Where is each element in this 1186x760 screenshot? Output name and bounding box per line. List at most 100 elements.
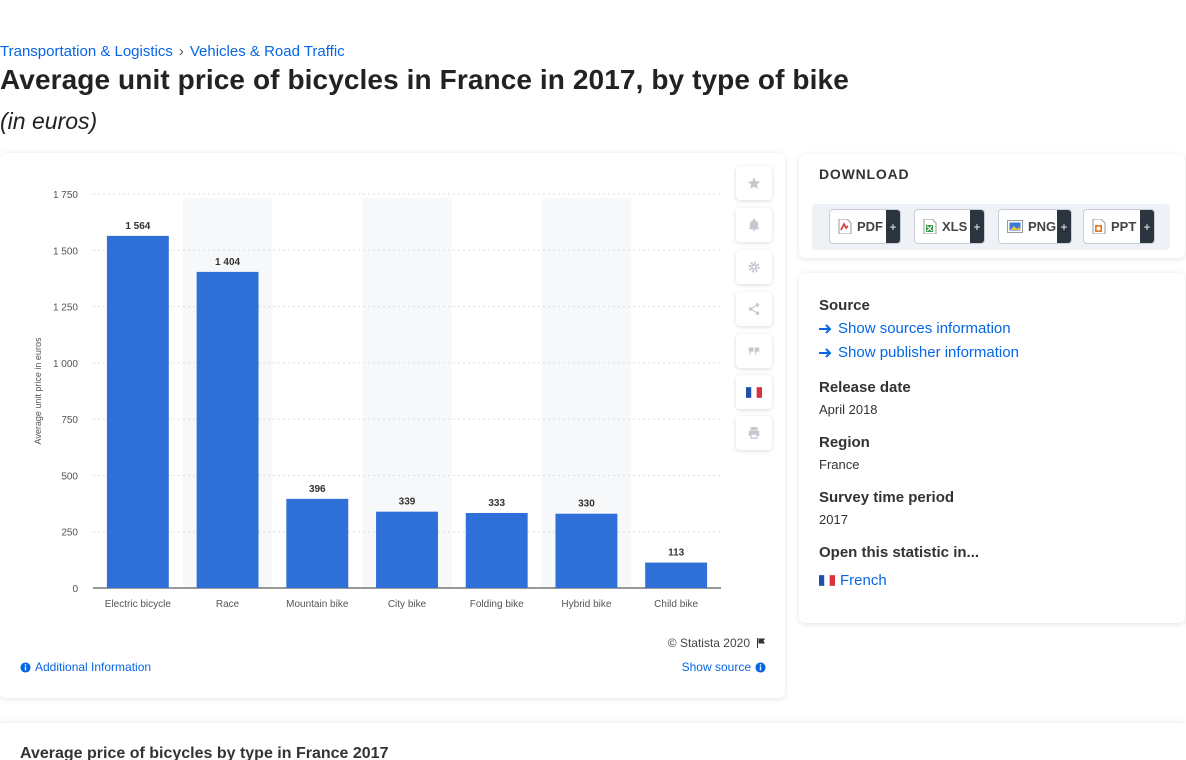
xls-file-icon: [923, 219, 937, 234]
bar: [466, 513, 528, 588]
y-tick-label: 1 250: [53, 303, 78, 314]
ppt-plus: +: [1140, 210, 1154, 243]
release-date-heading: Release date: [819, 379, 911, 396]
open-in-heading: Open this statistic in...: [819, 544, 979, 561]
region-value: France: [819, 457, 859, 472]
y-tick-label: 500: [61, 471, 78, 482]
statistic-info-card: Source Show sources information Show pub…: [799, 273, 1185, 623]
download-buttons: PDF + XLS + PNG + PPT +: [812, 204, 1170, 250]
bar: [645, 563, 707, 588]
related-section: Average price of bicycles by type in Fra…: [0, 723, 1186, 760]
open-french-link[interactable]: French: [819, 572, 887, 589]
bar-chart: 0 250 500 750 1 000 1 250 1 500 1 750 Average un…: [0, 153, 730, 623]
download-title: DOWNLOAD: [819, 166, 909, 182]
breadcrumb-link-vehicles[interactable]: Vehicles & Road Traffic: [190, 43, 345, 60]
info-icon: [755, 662, 766, 673]
credit-text: © Statista 2020: [668, 636, 750, 650]
data-label: 1 564: [125, 221, 150, 232]
show-sources-label: Show sources information: [838, 320, 1011, 337]
bar: [197, 272, 259, 588]
print-icon: [747, 426, 761, 440]
data-label: 333: [488, 498, 505, 509]
download-card: DOWNLOAD PDF + XLS + PNG + PPT +: [799, 154, 1185, 258]
y-tick-label: 1 500: [53, 246, 78, 257]
download-xls-button[interactable]: XLS +: [914, 209, 985, 244]
data-label: 330: [578, 499, 595, 510]
download-png-button[interactable]: PNG +: [998, 209, 1072, 244]
ppt-file-icon: [1092, 219, 1106, 234]
star-icon: [747, 176, 761, 190]
region-heading: Region: [819, 434, 870, 451]
data-label: 339: [399, 497, 416, 508]
x-tick-label: Race: [216, 599, 240, 610]
share-button[interactable]: [736, 292, 772, 326]
breadcrumb-separator: ›: [179, 43, 184, 60]
cite-button[interactable]: [736, 334, 772, 368]
show-publisher-link[interactable]: Show publisher information: [819, 344, 1019, 361]
open-french-label: French: [840, 572, 887, 589]
quote-icon: [747, 344, 761, 358]
x-tick-label: Electric bicycle: [105, 599, 172, 610]
pdf-label: PDF: [857, 219, 883, 234]
bell-icon: [747, 218, 761, 232]
bar: [107, 236, 169, 588]
bar: [286, 499, 348, 588]
data-label: 113: [668, 548, 685, 559]
info-icon: [20, 662, 31, 673]
y-tick-label: 0: [72, 584, 78, 595]
pdf-plus: +: [886, 210, 900, 243]
survey-period-value: 2017: [819, 512, 848, 527]
bar: [376, 512, 438, 588]
additional-info-link[interactable]: Additional Information: [20, 660, 151, 674]
ppt-label: PPT: [1111, 219, 1136, 234]
breadcrumb: Transportation & Logistics › Vehicles & Ro…: [0, 43, 345, 60]
xls-label: XLS: [942, 219, 967, 234]
download-pdf-button[interactable]: PDF +: [829, 209, 901, 244]
data-label: 396: [309, 484, 326, 495]
notification-button[interactable]: [736, 208, 772, 242]
x-tick-label: Hybrid bike: [561, 599, 611, 610]
flag-icon[interactable]: [755, 637, 767, 649]
y-axis-label: Average unit price in euros: [33, 337, 43, 444]
favorite-button[interactable]: [736, 166, 772, 200]
survey-period-heading: Survey time period: [819, 489, 954, 506]
y-tick-label: 1 750: [53, 190, 78, 201]
x-tick-label: Folding bike: [470, 599, 524, 610]
data-label: 1 404: [215, 257, 240, 268]
x-tick-label: Child bike: [654, 599, 698, 610]
pdf-file-icon: [838, 219, 852, 234]
source-heading: Source: [819, 297, 870, 314]
page-subtitle: (in euros): [0, 108, 97, 135]
release-date-value: April 2018: [819, 402, 878, 417]
statista-credit: © Statista 2020: [668, 636, 767, 650]
gear-icon: [747, 260, 761, 274]
png-label: PNG: [1028, 219, 1056, 234]
y-tick-label: 1 000: [53, 359, 78, 370]
xls-plus: +: [970, 210, 984, 243]
french-flag-icon: [819, 575, 835, 586]
download-ppt-button[interactable]: PPT +: [1083, 209, 1155, 244]
arrow-right-icon: [819, 324, 833, 334]
y-tick-label: 750: [61, 415, 78, 426]
x-tick-label: Mountain bike: [286, 599, 349, 610]
language-button[interactable]: [736, 375, 772, 409]
print-button[interactable]: [736, 416, 772, 450]
french-flag-icon: [746, 387, 762, 398]
related-title: Average price of bicycles by type in Fra…: [20, 745, 388, 760]
arrow-right-icon: [819, 348, 833, 358]
show-source-link[interactable]: Show source: [682, 660, 766, 674]
settings-button[interactable]: [736, 250, 772, 284]
bar: [555, 514, 617, 588]
additional-info-label: Additional Information: [35, 660, 151, 674]
chart-card: 0 250 500 750 1 000 1 250 1 500 1 750 Average un…: [0, 153, 785, 698]
show-source-label: Show source: [682, 660, 751, 674]
png-file-icon: [1007, 220, 1023, 233]
show-sources-link[interactable]: Show sources information: [819, 320, 1011, 337]
x-tick-label: City bike: [388, 599, 427, 610]
breadcrumb-link-transportation[interactable]: Transportation & Logistics: [0, 43, 173, 60]
y-tick-label: 250: [61, 528, 78, 539]
png-plus: +: [1057, 210, 1071, 243]
page-title: Average unit price of bicycles in France…: [0, 64, 849, 96]
share-icon: [747, 302, 761, 316]
show-publisher-label: Show publisher information: [838, 344, 1019, 361]
